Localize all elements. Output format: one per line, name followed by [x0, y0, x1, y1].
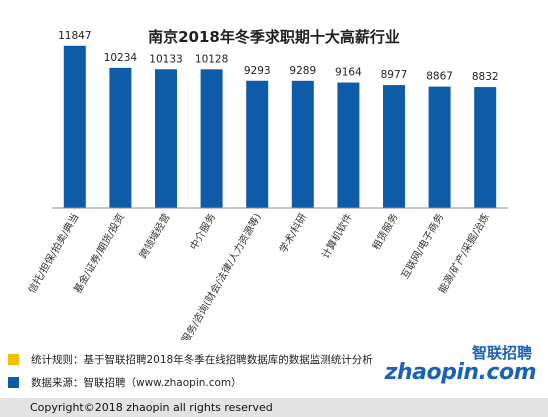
value-label-5: 9293 [244, 65, 271, 77]
value-label-2: 10234 [104, 52, 138, 64]
logo-english-text: zhaopin.com [384, 360, 537, 385]
zhaopin-logo: 智联招聘 zhaopin.com [385, 342, 540, 390]
value-label-8: 8977 [381, 69, 408, 81]
bar-8 [383, 85, 405, 208]
category-label-2: 基金/证券/期货/投资 [71, 211, 127, 296]
blue-square-icon [8, 377, 19, 388]
note-rule-text: 统计规则：基于智联招聘2018年冬季在线招聘数据库的数据监测统计分析 [31, 354, 373, 366]
value-label-9: 8867 [426, 71, 453, 83]
bar-2 [109, 67, 132, 208]
value-label-4: 10128 [195, 53, 228, 65]
category-label-4: 中介服务 [187, 211, 218, 252]
value-labels-group: 11847 10234 10133 10128 9293 9289 9164 8977 8867… [58, 30, 498, 83]
category-label-7: 计算机软件 [319, 211, 355, 261]
bar-3 [155, 69, 177, 208]
value-label-3: 10133 [149, 53, 182, 65]
value-label-6: 9289 [289, 65, 316, 77]
bar-1 [63, 45, 86, 208]
value-label-10: 8832 [472, 71, 499, 83]
category-label-9: 互联网/电子商务 [398, 211, 446, 281]
category-label-3: 跨领域经营 [136, 211, 172, 261]
category-label-10: 能源/矿产/采掘/冶炼 [435, 211, 491, 296]
bar-9 [428, 86, 451, 208]
category-label-8: 租赁服务 [369, 211, 400, 252]
category-label-6: 学术/科研 [276, 211, 309, 255]
copyright-text: Copyright©2018 zhaopin all rights reserv… [30, 401, 273, 414]
yellow-square-icon [8, 354, 19, 365]
note-source-text: 数据来源：智联招聘（www.zhaopin.com） [31, 377, 242, 389]
note-rule: 统计规则：基于智联招聘2018年冬季在线招聘数据库的数据监测统计分析 [8, 352, 373, 367]
bar-7 [337, 82, 360, 208]
bar-10 [474, 87, 497, 208]
bar-5 [246, 80, 269, 208]
category-label-5: 专业服务/咨询(财会/法律/人力资源等) [169, 211, 264, 340]
category-label-1: 信托/担保/拍卖/典当 [25, 211, 81, 296]
bars-group [63, 45, 497, 208]
bar-chart: 南京2018年冬季求职期十大高薪行业 11847 10234 10133 10128 9… [25, 28, 508, 340]
copyright-bar: Copyright©2018 zhaopin all rights reserv… [0, 398, 548, 417]
bar-6 [291, 80, 314, 208]
value-label-7: 9164 [335, 67, 362, 79]
value-label-1: 11847 [58, 30, 91, 42]
bar-4 [200, 69, 223, 208]
note-source: 数据来源：智联招聘（www.zhaopin.com） [8, 375, 242, 390]
chart-title: 南京2018年冬季求职期十大高薪行业 [148, 28, 400, 46]
logo-chinese-text: 智联招聘 [471, 344, 532, 362]
